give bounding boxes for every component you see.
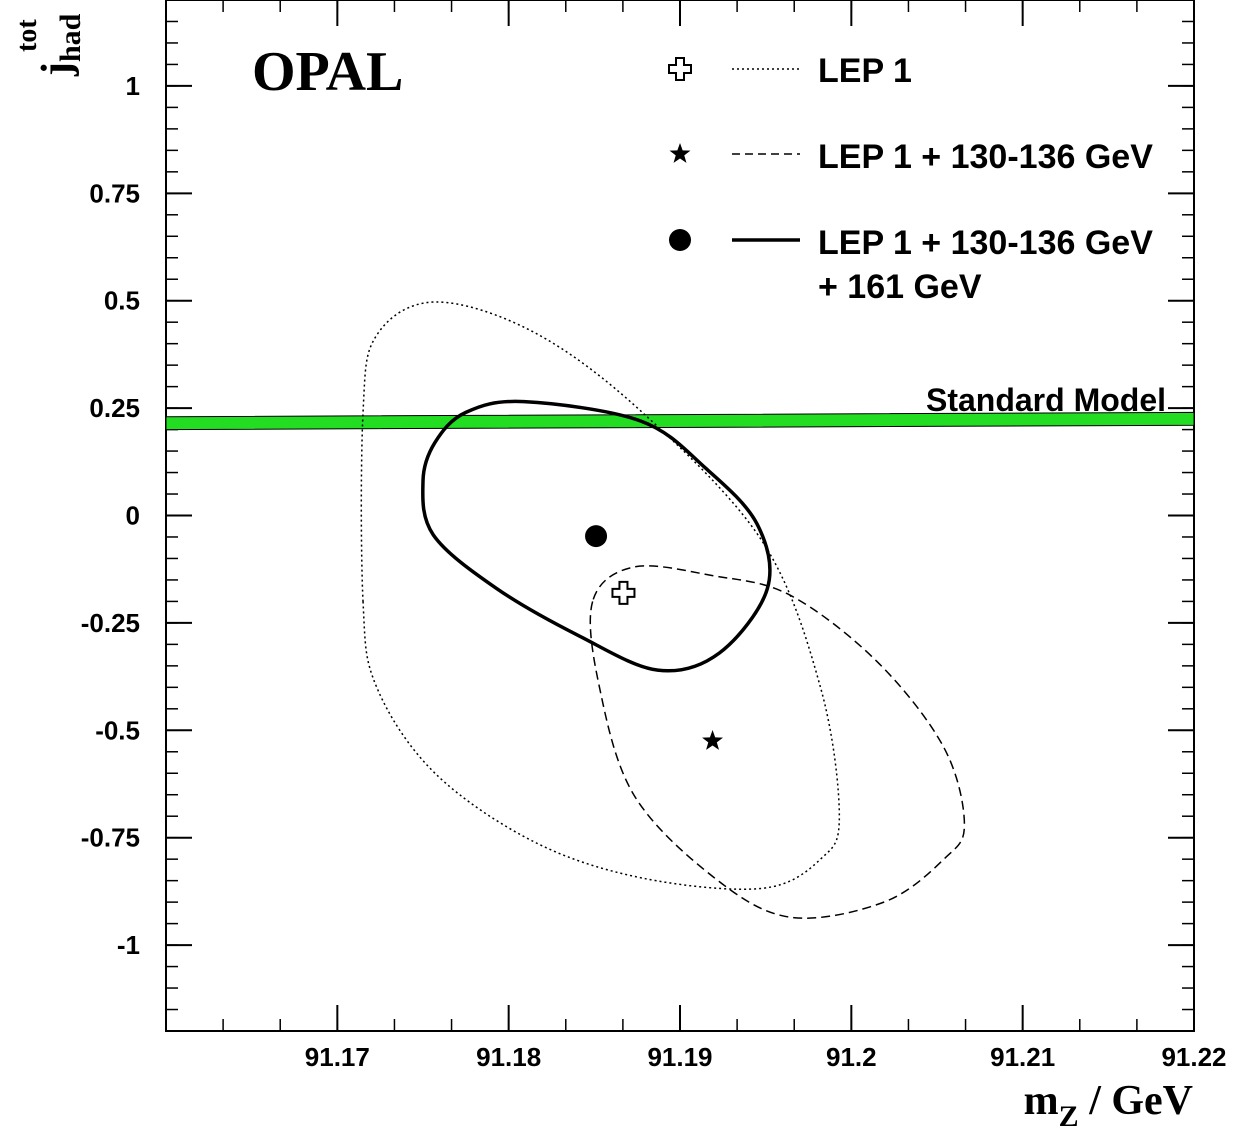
axis-ticks [165, 0, 1195, 1032]
point-star [702, 730, 724, 750]
x-tick-labels: 91.17 91.18 91.19 91.2 91.21 91.22 [305, 1042, 1227, 1072]
contour-dotted [360, 301, 841, 890]
y-axis-title-sup: tot [12, 19, 43, 52]
y-tick-label: 0.5 [104, 286, 140, 316]
y-tick-label: -0.25 [81, 608, 140, 638]
legend-text-lep1-130-161: LEP 1 + 130-136 GeV [818, 224, 1153, 262]
x-tick-label: 91.18 [476, 1042, 541, 1072]
y-tick-label: 1 [126, 71, 140, 101]
y-tick-label: 0.25 [89, 393, 140, 423]
contour-solid [421, 399, 772, 673]
contours [360, 301, 966, 919]
legend-markers [668, 57, 692, 251]
y-tick-label: -0.75 [81, 823, 140, 853]
best-fit-points [585, 525, 724, 750]
standard-model-label: Standard Model [926, 382, 1166, 418]
legend-marker-filled-circle [669, 229, 691, 251]
x-axis-title: mZ / GeV [1024, 1078, 1193, 1132]
chart-title: OPAL [252, 41, 403, 103]
legend: LEP 1 LEP 1 + 130-136 GeV LEP 1 + 130-13… [668, 52, 1153, 306]
x-axis-title-sub: Z [1059, 1100, 1079, 1132]
x-tick-label: 91.21 [990, 1042, 1055, 1072]
x-tick-label: 91.22 [1161, 1042, 1226, 1072]
x-axis-title-main: m [1024, 1078, 1059, 1124]
point-filled-circle [585, 525, 608, 548]
contour-dashed [589, 565, 966, 919]
y-tick-labels: 1 0.75 0.5 0.25 0 -0.25 -0.5 -0.75 -1 [81, 71, 140, 960]
x-axis-title-unit: / GeV [1079, 1078, 1193, 1124]
x-tick-label: 91.17 [305, 1042, 370, 1072]
y-axis-title-main: j [34, 62, 80, 77]
y-axis-title: jhad [34, 13, 87, 77]
legend-marker-open-cross [668, 57, 692, 81]
y-axis-title-sub: had [54, 13, 87, 62]
standard-model-band [166, 411, 1194, 431]
legend-marker-star [669, 143, 691, 163]
legend-text-lep1: LEP 1 [818, 52, 912, 90]
y-tick-label: -1 [117, 930, 140, 960]
y-tick-label: -0.5 [95, 715, 140, 745]
x-tick-label: 91.19 [647, 1042, 712, 1072]
legend-text-lep1-130: LEP 1 + 130-136 GeV [818, 138, 1153, 176]
x-tick-label: 91.2 [826, 1042, 877, 1072]
y-tick-label: 0.75 [89, 178, 140, 208]
point-open-cross [611, 580, 636, 605]
y-tick-label: 0 [126, 501, 140, 531]
legend-text-161: + 161 GeV [818, 268, 982, 306]
